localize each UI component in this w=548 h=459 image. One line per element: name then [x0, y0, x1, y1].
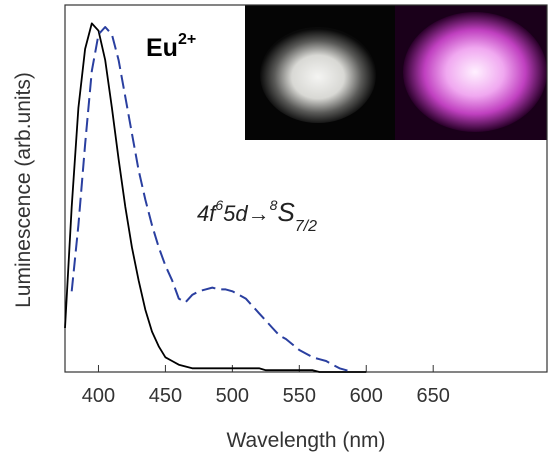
x-tick-label: 650 [417, 385, 450, 407]
ion-label: Eu2+ [146, 31, 196, 62]
transition-sup: 8 [270, 197, 278, 213]
ion-text: Eu [146, 34, 178, 62]
transition-part: S [277, 197, 295, 227]
x-tick-label: 400 [82, 385, 115, 407]
series-line [70, 26, 354, 373]
x-tick-label: 500 [216, 385, 249, 407]
transition-sub: 7/2 [295, 218, 317, 235]
x-tick-label: 600 [350, 385, 383, 407]
series-line [64, 22, 367, 373]
inset-photo [245, 5, 547, 140]
transition-sup: 6 [215, 197, 223, 213]
ion-charge: 2+ [178, 31, 196, 48]
transition-part: 4f [197, 201, 218, 226]
transition-label: 4f65d→8S7/2 [197, 197, 317, 235]
plot-frame [64, 4, 548, 373]
transition-part: 5d→ [223, 201, 269, 226]
y-axis-label: Luminescence (arb.units) [12, 72, 35, 308]
x-axis-label: Wavelength (nm) [226, 429, 385, 452]
x-tick-label: 550 [283, 385, 316, 407]
x-tick-label: 450 [149, 385, 182, 407]
